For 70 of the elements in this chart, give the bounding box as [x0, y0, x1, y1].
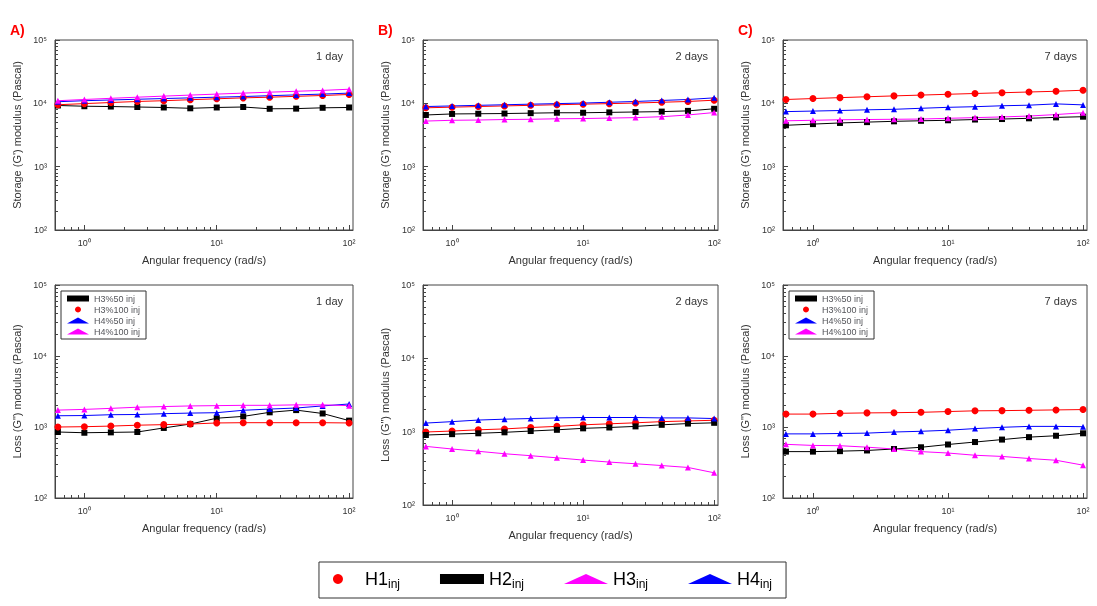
y-axis-title: Storage (G') modulus (Pascal) [378, 61, 391, 209]
legend-label: H3%100 inj [94, 304, 141, 315]
x-tick-label: 10⁰ [77, 237, 91, 248]
y-tick-label: 10⁵ [33, 35, 48, 45]
x-axis-title: Angular frequency (rad/s) [872, 253, 998, 266]
legend-label: H4%50 inj [822, 315, 864, 326]
y-tick-label: 10⁵ [401, 280, 416, 290]
y-tick-label: 10² [401, 225, 415, 235]
x-tick-label: 10² [1076, 237, 1090, 248]
x-tick-label: 10⁰ [806, 237, 820, 248]
y-axis-title: Loss (G") modulus (Pascal) [738, 324, 751, 459]
y-tick-label: 10⁴ [761, 351, 776, 361]
x-tick-label: 10² [342, 237, 356, 248]
legend-label: H3%50 inj [94, 293, 136, 304]
x-axis-title: Angular frequency (rad/s) [508, 253, 633, 266]
chart-title: C) [738, 22, 753, 38]
y-tick-label: 10² [761, 493, 775, 503]
legend-label: H4%100 inj [822, 326, 869, 337]
x-axis-title: Angular frequency (rad/s) [508, 528, 633, 541]
chart-title: B) [378, 22, 393, 38]
y-tick-label: 10⁵ [33, 280, 48, 290]
x-tick-label: 10⁰ [445, 512, 459, 523]
y-tick-label: 10⁴ [761, 98, 776, 109]
x-tick-label: 10² [707, 237, 721, 248]
y-tick-label: 10² [761, 225, 775, 235]
y-tick-label: 10³ [33, 422, 47, 432]
x-tick-label: 10⁰ [445, 237, 459, 248]
legend-label: H3%100 inj [822, 304, 869, 315]
y-tick-label: 10³ [761, 422, 775, 432]
annotation: 1 day [316, 294, 344, 307]
x-tick-label: 10¹ [576, 237, 590, 248]
annotation: 7 days [1044, 49, 1078, 62]
y-axis-title: Loss (G") modulus (Pascal) [10, 324, 23, 459]
x-tick-label: 10¹ [576, 512, 590, 523]
legend-label: H4%100 inj [94, 326, 141, 337]
y-tick-label: 10³ [401, 426, 415, 437]
x-axis-title: Angular frequency (rad/s) [141, 521, 267, 534]
x-axis-title: Angular frequency (rad/s) [141, 253, 267, 266]
x-tick-label: 10⁰ [77, 505, 91, 516]
y-axis-title: Storage (G') modulus (Pascal) [738, 61, 751, 209]
y-tick-label: 10⁴ [401, 353, 416, 364]
x-tick-label: 10⁰ [806, 505, 820, 516]
y-tick-label: 10² [33, 225, 47, 235]
x-axis-title: Angular frequency (rad/s) [872, 521, 998, 534]
y-tick-label: 10² [33, 493, 47, 503]
x-tick-label: 10¹ [210, 237, 224, 248]
y-tick-label: 10⁴ [33, 98, 48, 109]
x-tick-label: 10¹ [210, 505, 224, 516]
legend-label: H3%50 inj [822, 293, 864, 304]
annotation: 1 day [316, 49, 344, 62]
y-tick-label: 10⁵ [761, 280, 776, 290]
legend-label: H4%50 inj [94, 315, 136, 326]
annotation: 2 days [675, 49, 709, 62]
y-tick-label: 10³ [761, 161, 775, 172]
y-tick-label: 10³ [33, 161, 47, 172]
y-tick-label: 10⁴ [401, 98, 416, 109]
x-tick-label: 10¹ [941, 237, 955, 248]
y-axis-title: Loss (G") modulus (Pascal) [378, 327, 391, 463]
x-tick-label: 10¹ [941, 505, 955, 516]
y-tick-label: 10⁴ [33, 351, 48, 361]
annotation: 7 days [1044, 294, 1078, 307]
x-tick-label: 10² [1076, 505, 1090, 516]
x-tick-label: 10² [342, 505, 356, 516]
x-tick-label: 10² [707, 512, 721, 523]
y-tick-label: 10³ [401, 161, 415, 172]
chart-title: A) [10, 22, 25, 38]
y-tick-label: 10⁵ [401, 35, 416, 45]
y-tick-label: 10⁵ [761, 35, 776, 45]
annotation: 2 days [675, 294, 709, 307]
y-axis-title: Storage (G') modulus (Pascal) [10, 61, 23, 209]
